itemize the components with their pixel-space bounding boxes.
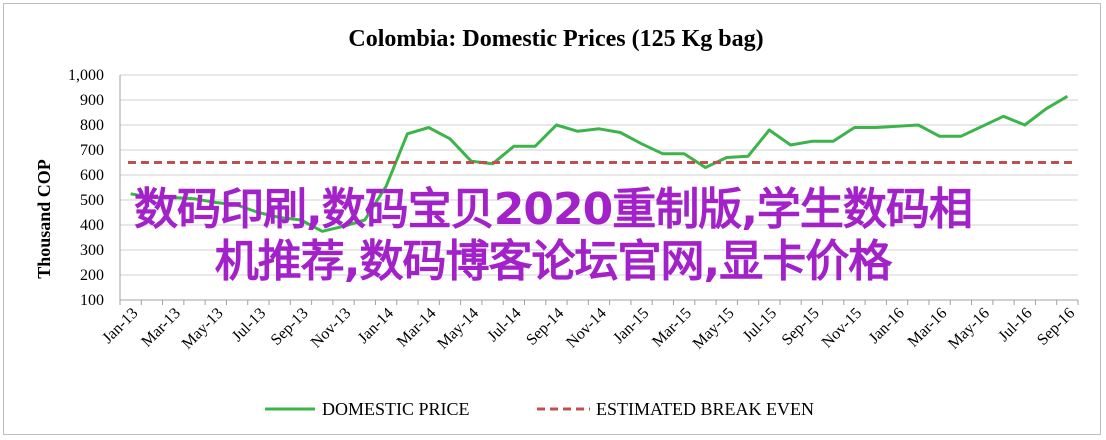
x-tick-label: Jul-16 [995,305,1035,345]
legend-label-domestic-price: DOMESTIC PRICE [322,399,470,419]
x-tick-label: Nov-13 [308,305,355,352]
y-tick-label: 300 [80,242,104,259]
x-tick-label: Mar-15 [649,305,695,351]
y-axis-label: Thousand COP [34,159,54,279]
x-tick-label: Nov-14 [563,305,610,352]
x-tick-label: Jan-13 [99,305,141,347]
x-tick-label: May-15 [690,305,738,353]
x-tick-label: Jan-14 [355,305,397,347]
y-tick-label: 700 [80,142,104,159]
y-tick-label: 500 [80,192,104,209]
x-tick-label: Sep-15 [779,305,823,349]
x-tick-label: Nov-15 [819,305,866,352]
series-lines [128,95,1072,233]
x-tick-label: Jan-15 [610,305,652,347]
x-tick-label: Mar-14 [394,305,440,351]
overlay-text-line-2: 机推荐,数码博客论坛官网,显卡价格 [214,236,892,287]
x-tick-label: Sep-14 [523,305,567,349]
legend-label-estimated-break-even: ESTIMATED BREAK EVEN [596,399,814,419]
y-tick-label: 600 [80,167,104,184]
y-tick-label: 400 [80,217,104,234]
x-tick-label: Mar-13 [138,305,184,351]
x-tick-label: Mar-16 [905,305,951,351]
gridlines [119,74,1078,301]
x-tick-label: May-16 [945,305,993,353]
x-tick-label: Jan-16 [866,305,908,347]
y-tick-labels: 100 200 300 400 500 600 700 800 900 1,000 [68,67,104,309]
x-tick-label: Sep-13 [268,305,312,349]
y-tick-label: 100 [80,292,104,309]
y-tick-label: 900 [80,92,104,109]
x-tick-label: Jul-14 [484,305,524,345]
overlay-text-line-1: 数码印刷,数码宝贝2020重制版,学生数码相 [134,184,973,235]
y-tick-label: 200 [80,267,104,284]
y-tick-label: 800 [80,117,104,134]
chart-title: Colombia: Domestic Prices (125 Kg bag) [348,26,763,52]
x-tick-label: Jul-13 [229,305,269,345]
series-line-domestic-price [130,95,1069,233]
x-tick-label: May-13 [179,305,227,353]
legend: DOMESTIC PRICE ESTIMATED BREAK EVEN [265,399,814,419]
x-tick-label: May-14 [434,305,482,353]
x-tick-label: Sep-16 [1034,305,1078,349]
x-tick-label: Jul-15 [740,305,780,345]
y-tick-label: 1,000 [68,67,104,84]
